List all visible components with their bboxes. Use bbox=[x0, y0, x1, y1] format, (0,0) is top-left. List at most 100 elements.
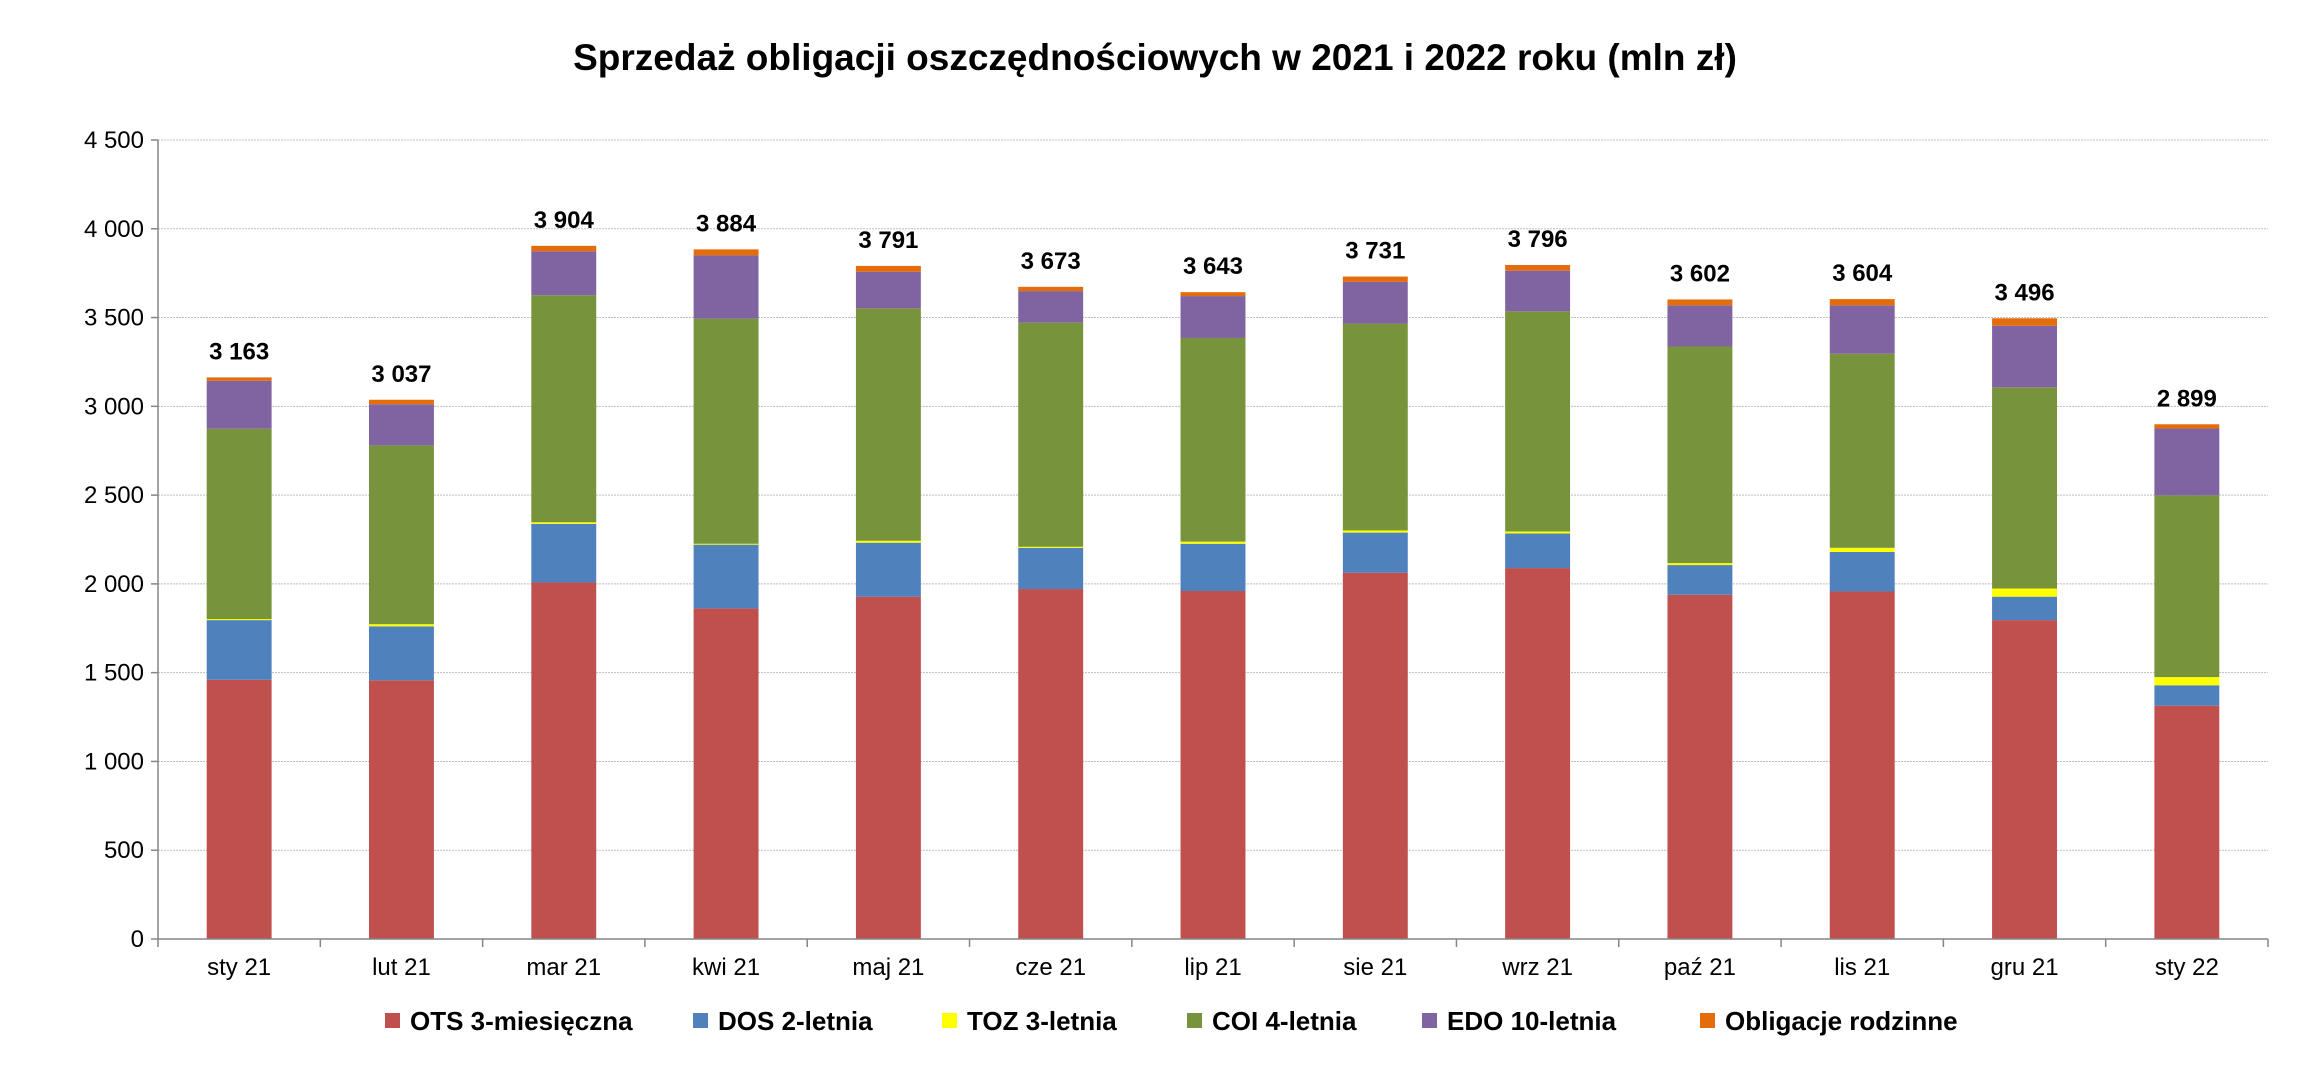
bar-segment-5 bbox=[1180, 296, 1246, 338]
chart-title: Sprzedaż obligacji oszczędnościowych w 2… bbox=[573, 37, 1737, 78]
bar-segment-4 bbox=[1342, 323, 1408, 531]
x-tick-label: kwi 21 bbox=[692, 954, 760, 981]
bar-segment-2 bbox=[1342, 532, 1408, 573]
bar-segment-3 bbox=[206, 619, 272, 621]
legend-swatch bbox=[1422, 1013, 1437, 1028]
bar-segment-6 bbox=[1180, 292, 1246, 297]
bar-segment-2 bbox=[1018, 547, 1084, 590]
legend-swatch bbox=[1700, 1013, 1715, 1028]
bar-segment-6 bbox=[1342, 276, 1408, 282]
bar-segment-4 bbox=[855, 308, 921, 541]
total-label: 3 037 bbox=[371, 361, 431, 388]
bar-segment-1 bbox=[2154, 705, 2220, 939]
bar-segment-5 bbox=[369, 404, 434, 446]
bar-segment-3 bbox=[2154, 677, 2220, 686]
total-label: 3 602 bbox=[1670, 260, 1730, 287]
data-labels: 3 163 3 037 3 904 3 884 3 791 3 673 3 643 3 731… bbox=[209, 207, 2217, 412]
bar-segment-2 bbox=[369, 626, 434, 681]
legend-swatch bbox=[942, 1013, 957, 1028]
bar-segment-2 bbox=[2154, 685, 2220, 706]
bar-segment-4 bbox=[531, 295, 597, 523]
bar-segment-6 bbox=[693, 249, 759, 256]
total-label: 3 604 bbox=[1832, 260, 1893, 287]
total-label: 2 899 bbox=[2157, 385, 2217, 412]
bar-segment-5 bbox=[1667, 305, 1733, 347]
bar-segment-2 bbox=[1829, 551, 1895, 592]
bar-segment-4 bbox=[1180, 337, 1246, 542]
bar-segment-1 bbox=[206, 679, 272, 939]
bar-segment-5 bbox=[1342, 281, 1408, 324]
bar-segment-6 bbox=[1829, 299, 1895, 306]
legend-label: DOS 2-letnia bbox=[718, 1006, 873, 1036]
bar-segment-5 bbox=[1829, 305, 1895, 354]
x-tick-label: cze 21 bbox=[1015, 954, 1086, 981]
bar-segment-3 bbox=[1992, 588, 2057, 597]
bar-segment-6 bbox=[1018, 286, 1084, 292]
bar-segment-2 bbox=[206, 620, 272, 680]
y-tick-label: 0 bbox=[131, 926, 144, 953]
bar-segment-6 bbox=[855, 265, 921, 272]
bar-segment-3 bbox=[693, 543, 759, 545]
legend-label: Obligacje rodzinne bbox=[1725, 1006, 1958, 1036]
total-label: 3 791 bbox=[858, 227, 918, 254]
total-label: 3 673 bbox=[1021, 248, 1081, 275]
total-label: 3 496 bbox=[1995, 279, 2055, 306]
bar-segment-4 bbox=[206, 428, 272, 620]
y-tick-label: 1 500 bbox=[84, 660, 144, 687]
bar-segment-1 bbox=[531, 582, 597, 939]
bar-segment-3 bbox=[1505, 531, 1571, 534]
y-tick-label: 3 500 bbox=[84, 305, 144, 332]
bar-segment-1 bbox=[855, 596, 921, 939]
y-tick-label: 3 000 bbox=[84, 393, 144, 420]
bar-segment-6 bbox=[2154, 424, 2220, 429]
bar-segment-1 bbox=[693, 608, 759, 939]
bar-segment-1 bbox=[1342, 572, 1408, 939]
y-tick-label: 2 000 bbox=[84, 571, 144, 598]
total-label: 3 904 bbox=[534, 207, 595, 234]
x-tick-label: maj 21 bbox=[852, 954, 924, 981]
x-tick-label: sty 22 bbox=[2155, 954, 2219, 981]
bar-segment-3 bbox=[855, 540, 921, 543]
bar-segment-3 bbox=[1829, 547, 1895, 552]
bar-segment-3 bbox=[1018, 546, 1084, 548]
legend: OTS 3-miesięczna DOS 2-letnia TOZ 3-letnia… bbox=[385, 1006, 1958, 1036]
bar-segment-3 bbox=[1342, 530, 1408, 533]
y-tick-label: 4 500 bbox=[84, 127, 144, 154]
bar-segment-5 bbox=[693, 255, 759, 319]
bar-segment-3 bbox=[531, 522, 597, 524]
total-label: 3 884 bbox=[696, 210, 757, 237]
bar-segment-1 bbox=[1829, 591, 1895, 939]
bar-segment-1 bbox=[1992, 620, 2057, 939]
legend-label: OTS 3-miesięczna bbox=[410, 1006, 633, 1036]
bar-segment-2 bbox=[1992, 596, 2057, 621]
bar-segment-4 bbox=[369, 445, 434, 625]
legend-swatch bbox=[1187, 1013, 1202, 1028]
bar-segment-2 bbox=[855, 542, 921, 597]
bar-segment-1 bbox=[1505, 568, 1571, 939]
bar-segment-5 bbox=[1992, 325, 2057, 388]
x-tick-label: sty 21 bbox=[207, 954, 271, 981]
bar-segment-2 bbox=[1505, 533, 1571, 569]
bar-segment-1 bbox=[1667, 594, 1733, 939]
x-tick-label: sie 21 bbox=[1343, 954, 1407, 981]
bar-segment-2 bbox=[531, 523, 597, 583]
bar-segment-4 bbox=[1667, 346, 1733, 564]
bar-segment-2 bbox=[1667, 565, 1733, 595]
x-tick-label: paź 21 bbox=[1664, 954, 1736, 981]
legend-label: COI 4-letnia bbox=[1212, 1006, 1357, 1036]
bar-segment-5 bbox=[531, 251, 597, 296]
x-tick-label: lip 21 bbox=[1184, 954, 1241, 981]
total-label: 3 731 bbox=[1345, 238, 1405, 265]
bar-segment-3 bbox=[1180, 541, 1246, 544]
bar-segment-4 bbox=[1992, 387, 2057, 589]
bar-segment-1 bbox=[369, 680, 434, 939]
bars bbox=[206, 245, 2220, 939]
x-tick-label: gru 21 bbox=[1991, 954, 2059, 981]
bar-segment-6 bbox=[206, 377, 272, 381]
bar-segment-6 bbox=[369, 399, 434, 405]
legend-label: EDO 10-letnia bbox=[1447, 1006, 1617, 1036]
bar-segment-4 bbox=[2154, 495, 2220, 678]
legend-label: TOZ 3-letnia bbox=[967, 1006, 1117, 1036]
bar-segment-1 bbox=[1018, 589, 1084, 939]
x-tick-label: mar 21 bbox=[526, 954, 601, 981]
